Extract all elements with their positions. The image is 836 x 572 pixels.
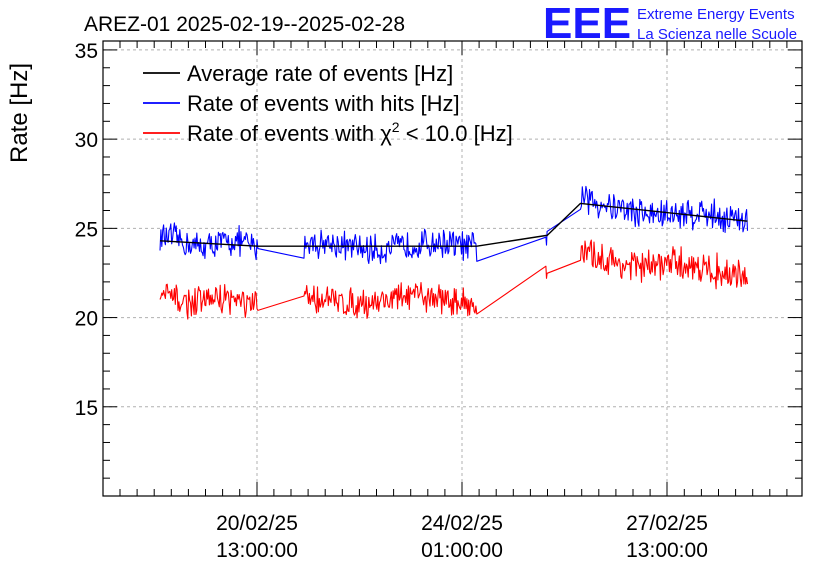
- legend-chi2-suffix: < 10.0 [Hz]: [400, 121, 513, 146]
- logo-line2: La Scienza nelle Scuole: [637, 26, 797, 43]
- legend-label-hits: Rate of events with hits [Hz]: [187, 91, 460, 116]
- logo-mark: EEE: [543, 0, 631, 48]
- y-tick-label: 20: [75, 308, 98, 331]
- x-tick-label-time: 13:00:00: [626, 539, 708, 562]
- y-tick-labels: 15 20 25 30 35: [75, 40, 98, 420]
- legend-chi2-exponent: 2: [392, 119, 400, 135]
- x-tick-label-date: 27/02/25: [626, 512, 708, 535]
- legend-label-avg: Average rate of events [Hz]: [187, 61, 453, 86]
- logo-line1: Extreme Energy Events: [637, 6, 795, 23]
- tick-layer: [103, 41, 802, 496]
- chart-title: AREZ-01 2025-02-19--2025-02-28: [84, 13, 405, 36]
- series-average-line: [159, 202, 748, 247]
- y-tick-label: 30: [75, 129, 98, 152]
- series-hits-line: [159, 185, 749, 265]
- legend: Average rate of events [Hz] Rate of even…: [143, 61, 513, 146]
- plot-frame: [102, 40, 803, 497]
- eee-logo: EEE Extreme Energy Events La Scienza nel…: [543, 0, 797, 48]
- y-tick-label: 15: [75, 397, 98, 420]
- y-tick-label: 25: [75, 218, 98, 241]
- gridlines: [103, 41, 802, 496]
- series-chi2-line: [159, 239, 749, 320]
- x-tick-label-date: 20/02/25: [216, 512, 298, 535]
- x-tick-labels: 20/02/25 13:00:00 24/02/25 01:00:00 27/0…: [216, 512, 708, 562]
- legend-chi2-prefix: Rate of events with: [187, 121, 380, 146]
- y-tick-label: 35: [75, 40, 98, 63]
- x-tick-label-date: 24/02/25: [421, 512, 503, 535]
- x-tick-label-time: 13:00:00: [216, 539, 298, 562]
- legend-label-chi2: Rate of events with χ2 < 10.0 [Hz]: [187, 119, 513, 146]
- legend-chi2-symbol: χ: [380, 121, 392, 146]
- x-tick-label-time: 01:00:00: [421, 539, 503, 562]
- y-axis-label: Rate [Hz]: [6, 63, 33, 163]
- series-layer: [159, 185, 749, 320]
